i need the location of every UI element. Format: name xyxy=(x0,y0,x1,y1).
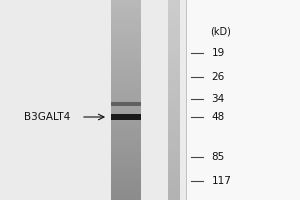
FancyBboxPatch shape xyxy=(111,60,141,67)
FancyBboxPatch shape xyxy=(111,53,141,60)
FancyBboxPatch shape xyxy=(168,80,180,87)
FancyBboxPatch shape xyxy=(111,67,141,73)
FancyBboxPatch shape xyxy=(111,173,141,180)
FancyBboxPatch shape xyxy=(168,20,180,27)
FancyBboxPatch shape xyxy=(168,160,180,167)
FancyBboxPatch shape xyxy=(168,147,180,153)
FancyBboxPatch shape xyxy=(168,7,180,13)
FancyBboxPatch shape xyxy=(111,93,141,100)
FancyBboxPatch shape xyxy=(111,73,141,80)
FancyBboxPatch shape xyxy=(111,107,141,113)
FancyBboxPatch shape xyxy=(168,100,180,107)
FancyBboxPatch shape xyxy=(0,0,186,200)
FancyBboxPatch shape xyxy=(111,113,141,120)
Text: 19: 19 xyxy=(212,48,225,58)
FancyBboxPatch shape xyxy=(111,87,141,93)
FancyBboxPatch shape xyxy=(168,120,180,127)
FancyBboxPatch shape xyxy=(168,53,180,60)
FancyBboxPatch shape xyxy=(111,153,141,160)
FancyBboxPatch shape xyxy=(168,67,180,73)
FancyBboxPatch shape xyxy=(168,60,180,67)
FancyBboxPatch shape xyxy=(186,0,300,200)
FancyBboxPatch shape xyxy=(111,40,141,47)
FancyBboxPatch shape xyxy=(168,173,180,180)
FancyBboxPatch shape xyxy=(111,160,141,167)
FancyBboxPatch shape xyxy=(168,107,180,113)
Text: (kD): (kD) xyxy=(210,27,231,37)
FancyBboxPatch shape xyxy=(168,187,180,193)
Text: B3GALT4: B3GALT4 xyxy=(24,112,70,122)
FancyBboxPatch shape xyxy=(168,73,180,80)
FancyBboxPatch shape xyxy=(111,133,141,140)
FancyBboxPatch shape xyxy=(111,147,141,153)
FancyBboxPatch shape xyxy=(168,47,180,53)
FancyBboxPatch shape xyxy=(111,7,141,13)
FancyBboxPatch shape xyxy=(111,167,141,173)
Text: 26: 26 xyxy=(212,72,225,82)
FancyBboxPatch shape xyxy=(168,13,180,20)
Text: 48: 48 xyxy=(212,112,225,122)
FancyBboxPatch shape xyxy=(168,180,180,187)
FancyBboxPatch shape xyxy=(111,140,141,147)
FancyBboxPatch shape xyxy=(168,40,180,47)
FancyBboxPatch shape xyxy=(168,93,180,100)
FancyBboxPatch shape xyxy=(168,27,180,33)
FancyBboxPatch shape xyxy=(111,114,141,120)
FancyBboxPatch shape xyxy=(111,100,141,107)
Text: 34: 34 xyxy=(212,94,225,104)
FancyBboxPatch shape xyxy=(111,180,141,187)
FancyBboxPatch shape xyxy=(111,20,141,27)
FancyBboxPatch shape xyxy=(168,167,180,173)
FancyBboxPatch shape xyxy=(168,193,180,200)
FancyBboxPatch shape xyxy=(111,102,141,106)
FancyBboxPatch shape xyxy=(168,133,180,140)
FancyBboxPatch shape xyxy=(168,0,180,7)
FancyBboxPatch shape xyxy=(168,127,180,133)
FancyBboxPatch shape xyxy=(111,193,141,200)
FancyBboxPatch shape xyxy=(111,47,141,53)
FancyBboxPatch shape xyxy=(111,13,141,20)
FancyBboxPatch shape xyxy=(111,120,141,127)
FancyBboxPatch shape xyxy=(111,27,141,33)
FancyBboxPatch shape xyxy=(168,87,180,93)
FancyBboxPatch shape xyxy=(168,33,180,40)
Text: 117: 117 xyxy=(212,176,231,186)
FancyBboxPatch shape xyxy=(168,113,180,120)
FancyBboxPatch shape xyxy=(111,80,141,87)
FancyBboxPatch shape xyxy=(111,127,141,133)
FancyBboxPatch shape xyxy=(168,140,180,147)
Text: 85: 85 xyxy=(212,152,225,162)
FancyBboxPatch shape xyxy=(168,153,180,160)
FancyBboxPatch shape xyxy=(111,0,141,7)
FancyBboxPatch shape xyxy=(111,33,141,40)
FancyBboxPatch shape xyxy=(111,187,141,193)
